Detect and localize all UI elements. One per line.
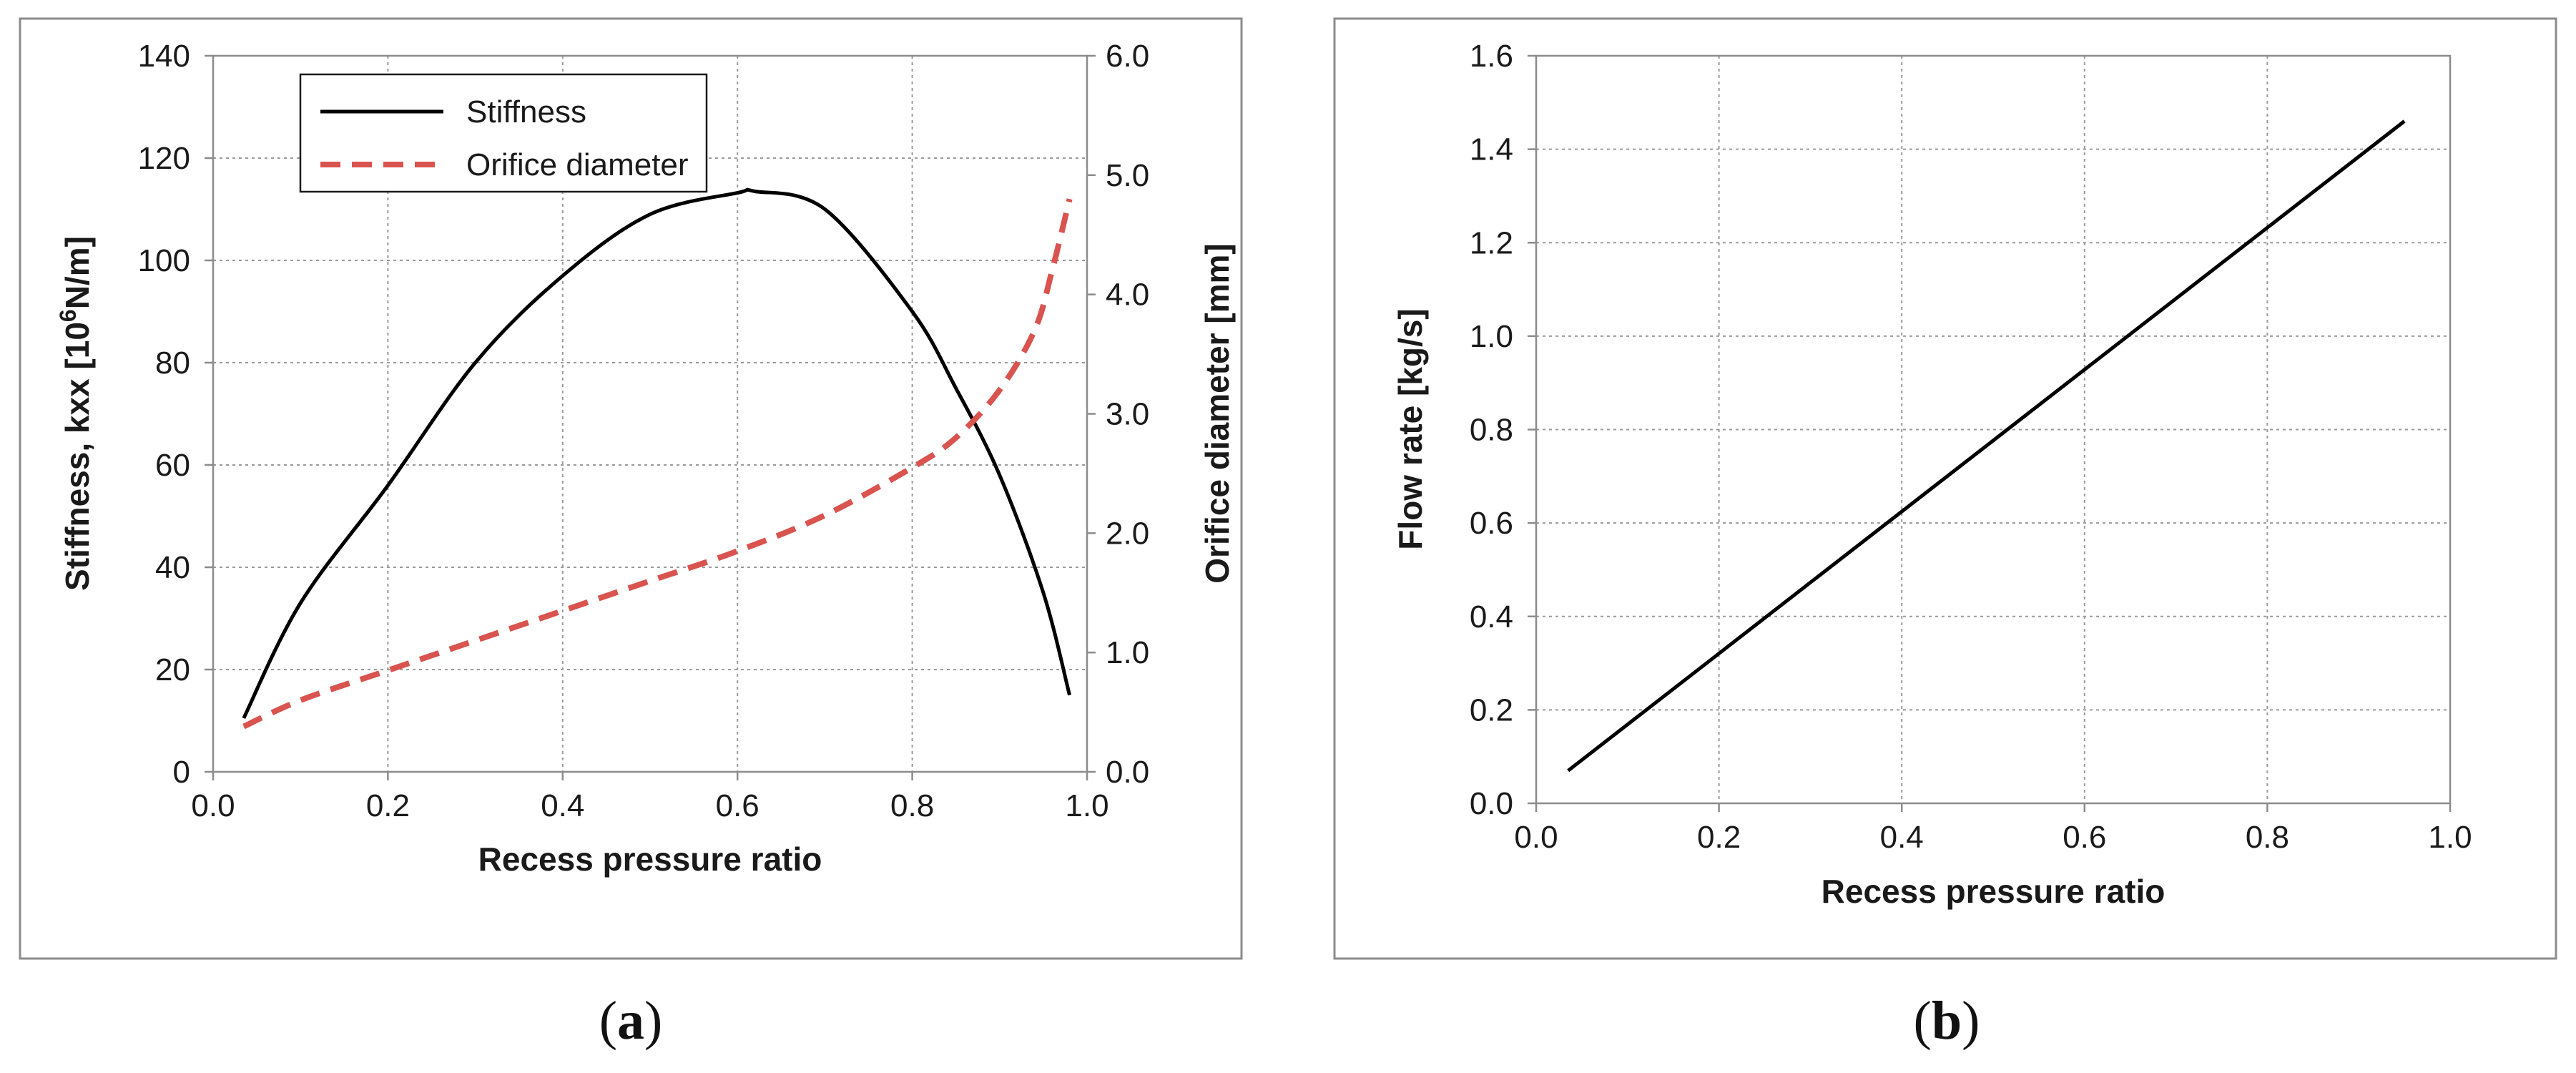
- y-right-tick-label: 4.0: [1106, 278, 1149, 313]
- x-tick-label: 0.6: [2063, 820, 2106, 855]
- legend-label-stiffness: Stiffness: [466, 94, 586, 129]
- panel-b-gridlines: [1536, 56, 2450, 803]
- x-tick-label: 0.4: [541, 788, 584, 823]
- x-tick-label: 0.6: [716, 788, 759, 823]
- y-left-tick-label: 40: [155, 550, 190, 585]
- x-tick-label: 0.8: [890, 788, 934, 823]
- panel-b-frame: [1333, 17, 2557, 960]
- x-tick-label: 0.2: [366, 788, 410, 823]
- x-tick-label: 0.0: [191, 788, 235, 823]
- panel-b-y-axis-title: Flow rate [kg/s]: [1392, 308, 1429, 549]
- legend-box: [299, 73, 708, 193]
- y-left-tick-label: 100: [138, 243, 190, 278]
- x-tick-label: 1.0: [2428, 820, 2472, 855]
- panel-a-legend: Stiffness Orifice diameter: [299, 73, 708, 193]
- y-tick-label: 1.4: [1470, 132, 1513, 167]
- x-tick-label: 0.8: [2246, 820, 2289, 855]
- panel-b-tick-labels: 0.0 0.2 0.4 0.6 0.8 1.0 0.0 0.2 0.4 0.6 0.8 1.0 1.2 1…: [1470, 39, 2472, 855]
- y-left-tick-label: 0: [173, 755, 190, 790]
- panel-a-y-axis-title-right: Orifice diameter [mm]: [1199, 243, 1236, 583]
- y-tick-label: 0.6: [1470, 506, 1513, 541]
- series-line-stiffness: [242, 187, 1072, 720]
- y-tick-label: 1.2: [1470, 225, 1513, 260]
- panel-a-x-axis-title: Recess pressure ratio: [478, 841, 822, 878]
- series-line-flow-rate: [1567, 119, 2406, 773]
- series-line-orifice-diameter: [242, 198, 1073, 730]
- y-left-tick-label: 140: [138, 39, 190, 74]
- caption-b: (b): [1914, 991, 1980, 1051]
- panel-a-series: [242, 187, 1073, 730]
- y-left-tick-label: 20: [155, 652, 190, 687]
- y-right-tick-label: 2.0: [1106, 516, 1149, 551]
- legend-label-orifice-diameter: Orifice diameter: [466, 147, 689, 182]
- panel-b: 0.0 0.2 0.4 0.6 0.8 1.0 0.0 0.2 0.4 0.6 0.8 1.0 1.2 1…: [1333, 17, 2557, 960]
- y-right-tick-label: 3.0: [1106, 397, 1149, 432]
- x-tick-label: 0.2: [1697, 820, 1741, 855]
- y-right-tick-label: 5.0: [1106, 158, 1149, 193]
- y-tick-label: 0.8: [1470, 413, 1513, 448]
- panel-a-y-axis-title-left: Stiffness, kxx [106N/m]: [55, 236, 96, 591]
- x-tick-label: 0.0: [1514, 820, 1558, 855]
- y-left-tick-label: 120: [138, 141, 190, 176]
- y-tick-label: 0.4: [1470, 599, 1513, 635]
- panel-a: 0.0 0.2 0.4 0.6 0.8 1.00204060801001201400.01…: [19, 17, 1243, 960]
- panel-a-tick-labels: 0.0 0.2 0.4 0.6 0.8 1.00204060801001201400.01…: [138, 39, 1150, 823]
- y-tick-label: 1.6: [1470, 39, 1513, 74]
- y-tick-label: 0.0: [1470, 786, 1513, 821]
- y-tick-label: 1.0: [1470, 319, 1513, 354]
- x-tick-label: 1.0: [1065, 788, 1108, 823]
- y-right-tick-label: 0.0: [1106, 755, 1149, 790]
- y-left-tick-label: 60: [155, 448, 190, 483]
- panel-b-series: [1567, 119, 2406, 773]
- panel-b-x-axis-title: Recess pressure ratio: [1822, 873, 2165, 910]
- caption-a: (a): [599, 991, 663, 1051]
- y-right-tick-label: 1.0: [1106, 635, 1149, 670]
- y-tick-label: 0.2: [1470, 692, 1513, 727]
- y-right-tick-label: 6.0: [1106, 39, 1149, 74]
- y-left-tick-label: 80: [155, 346, 190, 381]
- x-tick-label: 0.4: [1880, 820, 1924, 855]
